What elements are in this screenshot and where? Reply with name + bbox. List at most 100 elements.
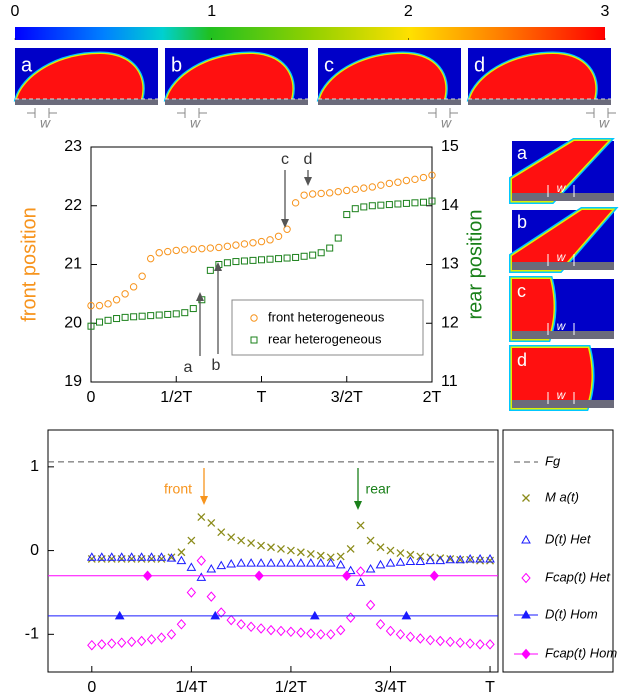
marker — [356, 521, 365, 530]
substrate — [512, 193, 614, 201]
annotation: b — [212, 357, 221, 374]
marker — [485, 639, 495, 650]
arrowhead — [281, 219, 289, 228]
marker — [276, 558, 286, 567]
legend-box — [502, 429, 614, 673]
colorbar-tick-label: 3 — [601, 3, 610, 20]
legend-label: D(t) Hom — [545, 606, 598, 621]
marker — [296, 548, 305, 557]
droplet — [167, 54, 293, 99]
marker — [267, 543, 275, 552]
marker — [428, 171, 436, 179]
marker — [164, 247, 172, 256]
legend-marker — [250, 314, 258, 322]
marker — [138, 272, 146, 280]
marker — [455, 554, 466, 564]
legend-marker — [250, 336, 258, 344]
marker — [342, 570, 352, 581]
marker — [156, 552, 167, 561]
marker — [107, 554, 116, 563]
annotation: c — [281, 151, 289, 168]
marker — [87, 639, 97, 651]
droplet — [320, 54, 446, 99]
legend-marker — [521, 534, 531, 544]
x-tick-label: 1/4T — [175, 679, 207, 696]
marker — [336, 552, 345, 561]
marker — [334, 234, 342, 242]
x-tick-label: 1/2T — [275, 679, 307, 696]
marker — [428, 197, 436, 205]
y-tick-label: 22 — [64, 197, 82, 214]
marker — [172, 246, 180, 255]
marker — [126, 636, 137, 648]
panel-label: b — [517, 212, 527, 232]
marker — [146, 254, 155, 263]
marker — [223, 259, 231, 267]
marker — [266, 255, 274, 263]
marker — [405, 556, 416, 565]
marker — [317, 249, 325, 257]
marker — [246, 558, 256, 567]
y-tick-label: 21 — [64, 256, 82, 273]
marker — [130, 313, 138, 321]
marker — [196, 555, 206, 566]
substrate — [512, 262, 614, 270]
w-label: w — [190, 115, 201, 131]
marker — [326, 629, 336, 640]
marker — [394, 200, 402, 208]
marker — [104, 316, 112, 324]
x-tick-label: 1/2T — [160, 389, 192, 406]
w-label: w — [40, 115, 51, 131]
marker — [157, 554, 166, 563]
marker — [129, 283, 138, 291]
marker — [164, 310, 172, 318]
y-tick-label: 0 — [30, 542, 39, 559]
marker — [346, 544, 355, 553]
marker — [276, 625, 286, 637]
marker — [345, 565, 356, 575]
simulation-inset: aw — [509, 138, 615, 204]
y2-tick-label: 11 — [441, 373, 458, 390]
marker — [142, 570, 153, 581]
marker — [95, 301, 104, 310]
marker — [455, 637, 465, 648]
marker — [286, 546, 295, 555]
legend-label: Fg — [545, 453, 561, 468]
marker — [334, 187, 342, 196]
y2-tick-label: 14 — [441, 197, 459, 214]
marker — [283, 254, 291, 262]
marker — [419, 198, 427, 206]
marker — [395, 629, 406, 640]
marker — [215, 243, 223, 252]
marker — [240, 240, 249, 248]
substrate — [165, 99, 308, 105]
marker — [156, 632, 167, 643]
marker — [236, 619, 246, 630]
marker — [315, 558, 326, 567]
x-tick-label: 2T — [423, 389, 442, 406]
marker — [274, 232, 283, 241]
marker — [266, 236, 274, 244]
marker — [97, 639, 107, 650]
marker — [216, 607, 226, 618]
panel-label: c — [324, 54, 334, 76]
marker — [343, 211, 351, 219]
w-label: w — [557, 250, 567, 264]
w-label: w — [599, 115, 610, 131]
marker — [402, 199, 410, 207]
marker — [415, 633, 426, 644]
marker — [137, 554, 146, 563]
marker — [386, 546, 395, 555]
marker — [121, 313, 129, 321]
legend-label: rear heterogeneous — [268, 331, 382, 346]
marker — [306, 549, 315, 558]
legend-label: Fcap(t) Het — [545, 569, 611, 584]
droplet — [512, 141, 608, 201]
marker — [146, 552, 157, 561]
marker — [257, 541, 266, 550]
marker — [210, 610, 221, 620]
colorbar-tick-label: 1 — [207, 3, 216, 20]
droplet — [17, 54, 143, 99]
substrate — [512, 331, 614, 339]
legend-label: M a(t) — [545, 489, 579, 504]
